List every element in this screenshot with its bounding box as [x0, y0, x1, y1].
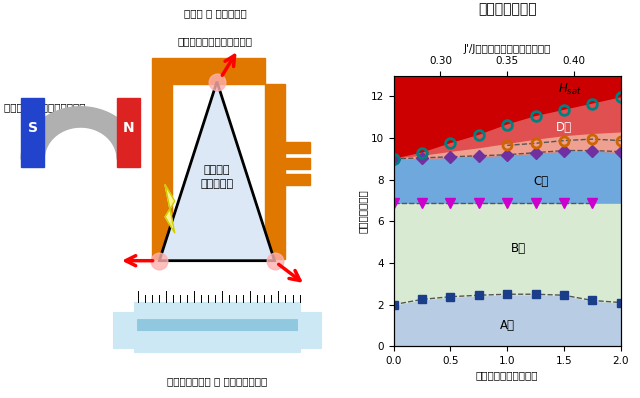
Bar [113, 312, 136, 348]
Bar [298, 312, 321, 348]
Bar [21, 98, 44, 167]
Text: 三角格子
反強磁性体: 三角格子 反強磁性体 [200, 165, 234, 189]
Polygon shape [21, 107, 140, 159]
Title: 圧力・磁場相図: 圧力・磁場相図 [478, 2, 536, 16]
Text: フラストレーションの制御: フラストレーションの制御 [177, 36, 253, 46]
Text: 強磁場 ー 量子ゆらぎの制御: 強磁場 ー 量子ゆらぎの制御 [4, 102, 85, 113]
Bar [117, 98, 140, 167]
Polygon shape [159, 82, 275, 261]
Y-axis label: 磁場（テスラ）: 磁場（テスラ） [358, 189, 368, 233]
Bar [134, 302, 300, 318]
Bar [134, 318, 300, 330]
Polygon shape [165, 185, 175, 233]
Text: N: N [123, 121, 134, 135]
Bar [285, 174, 310, 185]
Text: 高圧力 ー 歪みによる: 高圧力 ー 歪みによる [184, 8, 246, 18]
Bar [134, 330, 300, 352]
Text: $H_{sat}$: $H_{sat}$ [558, 82, 582, 97]
Bar [152, 58, 265, 84]
Bar [152, 84, 172, 259]
Text: 電子スピン共鳴 ー 相互作用の測定: 電子スピン共鳴 ー 相互作用の測定 [167, 376, 267, 386]
Bar [285, 158, 310, 169]
Text: C相: C相 [534, 175, 549, 188]
Text: B相: B相 [511, 242, 526, 255]
X-axis label: 圧力（ギガパスカル）: 圧力（ギガパスカル） [476, 370, 538, 380]
Text: S: S [28, 121, 38, 135]
X-axis label: J'/J（交換相互作用の変化率）: J'/J（交換相互作用の変化率） [463, 44, 551, 54]
Bar [265, 84, 285, 259]
Bar [285, 142, 310, 153]
Text: D相: D相 [556, 121, 572, 134]
Text: A相: A相 [500, 319, 515, 332]
